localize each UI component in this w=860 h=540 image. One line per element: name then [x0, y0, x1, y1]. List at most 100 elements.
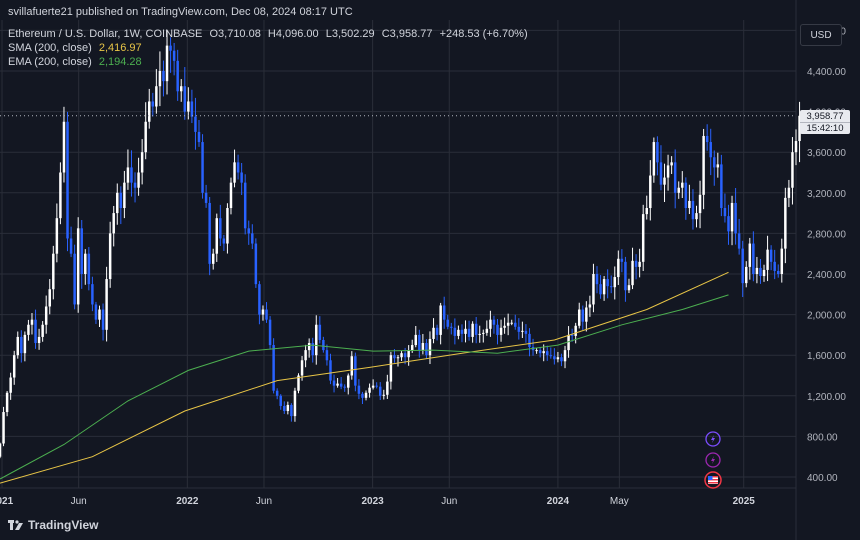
candle-body [752, 243, 755, 274]
candle-body [339, 383, 343, 387]
y-tick-label: 400.00 [807, 473, 838, 484]
candle-body [162, 71, 165, 82]
candle-body [87, 253, 91, 285]
candle-body [673, 162, 677, 193]
candle-body [311, 343, 314, 356]
candle-body [176, 60, 179, 92]
plot-area [0, 20, 796, 488]
candle-body [98, 309, 101, 320]
tradingview-logo[interactable]: TradingView [8, 518, 98, 532]
candle-body [329, 360, 332, 381]
y-tick-label: 2,000.00 [807, 311, 846, 322]
candle-body [581, 309, 585, 322]
candle-body [656, 142, 659, 163]
candle-body [361, 393, 364, 398]
candle-body [94, 304, 98, 320]
candle-body [489, 319, 492, 329]
candle-body [592, 274, 595, 305]
candle-body [613, 277, 617, 288]
candle-body [119, 192, 123, 209]
x-tick-label: 2023 [361, 496, 384, 507]
candle-body [460, 329, 464, 334]
candle-body [766, 249, 769, 270]
event-icons [704, 431, 722, 489]
candle-body [347, 375, 350, 388]
candle-body [517, 326, 521, 332]
candle-body [290, 404, 293, 417]
candle-body [208, 202, 211, 264]
candle-body [620, 258, 624, 262]
candle-body [698, 194, 702, 214]
candle-body [332, 380, 336, 386]
candle-body [219, 218, 222, 239]
candle-body [73, 253, 76, 305]
candle-body [773, 261, 776, 271]
candle-body [546, 351, 549, 356]
candle-body [105, 279, 108, 330]
candle-body [297, 375, 300, 391]
candle-body [91, 284, 94, 305]
candle-body [300, 360, 304, 376]
candle-body [403, 353, 407, 358]
candle-body [759, 267, 762, 277]
candle-body [627, 285, 631, 291]
candle-body [172, 50, 176, 61]
candle-body [126, 167, 130, 183]
candle-body [609, 286, 613, 288]
candle-body [304, 350, 307, 361]
us-flag-event-icon [704, 471, 722, 489]
symbol-name[interactable]: Ethereum / U.S. Dollar, 1W, COINBASE [8, 28, 203, 40]
candle-body [439, 305, 442, 335]
candle-body [389, 355, 393, 382]
brand-name: TradingView [28, 518, 99, 532]
candle-body [510, 322, 513, 324]
candle-body [709, 142, 712, 158]
candle-body [514, 322, 517, 327]
indicator-lines [0, 271, 729, 484]
candle-body [236, 162, 240, 173]
candle-body [769, 249, 773, 262]
candle-body [776, 270, 780, 274]
candle-body [691, 200, 695, 220]
sma-legend[interactable]: SMA (200, close) 2,416.97 [8, 42, 146, 54]
candle-body [442, 305, 446, 320]
x-tick-label: 2025 [733, 496, 756, 507]
sma-label: SMA (200, close) [8, 42, 92, 54]
candle-body [137, 172, 140, 188]
candle-body [780, 248, 784, 274]
ema-legend[interactable]: EMA (200, close) 2,194.28 [8, 56, 146, 68]
candle-body [233, 162, 236, 183]
candle-body [325, 350, 329, 361]
candle-body [12, 355, 16, 378]
candle-body [286, 404, 290, 412]
price-change: +248.53 (+6.70%) [439, 28, 528, 40]
candle-body [254, 243, 258, 285]
candle-body [27, 324, 30, 335]
candle-body [272, 345, 275, 391]
candle-body [23, 334, 27, 354]
candle-body [563, 350, 567, 362]
x-tick-label: 2024 [547, 496, 570, 507]
candle-body [453, 327, 457, 336]
flash-event-icon [705, 452, 721, 468]
candle-body [350, 356, 354, 376]
candle-body [521, 330, 524, 332]
candle-body [492, 319, 496, 325]
y-tick-label: 1,200.00 [807, 392, 846, 403]
candle-body [791, 152, 794, 188]
candle-body [407, 350, 410, 358]
candle-body [446, 319, 449, 327]
candle-body [503, 325, 506, 328]
candle-body [588, 304, 592, 308]
candle-body [638, 261, 641, 267]
x-tick-label: Jun [71, 496, 87, 507]
currency-button[interactable]: USD [800, 24, 842, 46]
candle-body [108, 233, 112, 280]
y-tick-label: 2,400.00 [807, 270, 846, 281]
candle-body [148, 101, 151, 122]
candle-body [730, 202, 734, 232]
y-tick-label: 1,600.00 [807, 351, 846, 362]
candle-body [322, 339, 325, 351]
ohlc-open: O3,710.08 [209, 28, 261, 40]
